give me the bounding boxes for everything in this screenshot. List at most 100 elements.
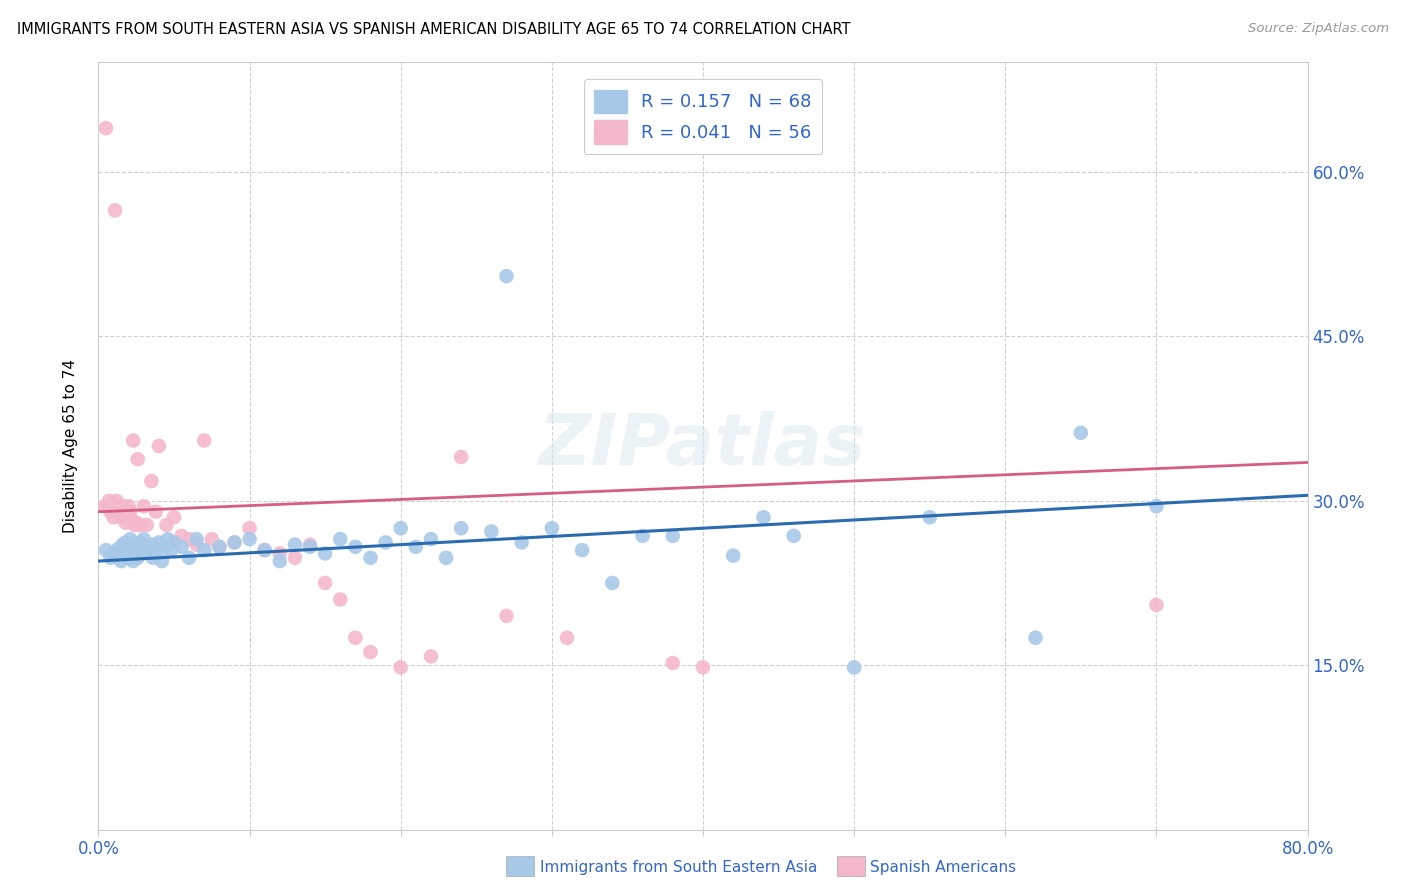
Point: [253, 543, 276, 558]
Point: [135, 517, 157, 532]
Point: [344, 631, 367, 645]
Point: [135, 540, 157, 554]
Point: [752, 510, 775, 524]
Point: [124, 517, 146, 532]
Point: [1144, 500, 1167, 514]
Point: [110, 554, 132, 568]
Point: [160, 543, 183, 558]
Point: [555, 631, 578, 645]
Point: [141, 474, 163, 488]
Point: [136, 546, 159, 560]
Point: [142, 550, 165, 565]
Point: [122, 554, 145, 568]
Text: IMMIGRANTS FROM SOUTH EASTERN ASIA VS SPANISH AMERICAN DISABILITY AGE 65 TO 74 C: IMMIGRANTS FROM SOUTH EASTERN ASIA VS SP…: [17, 22, 851, 37]
Point: [114, 516, 136, 530]
Point: [420, 649, 443, 664]
Point: [186, 532, 208, 546]
Point: [115, 510, 138, 524]
Point: [114, 535, 136, 549]
Point: [434, 550, 457, 565]
Point: [127, 550, 149, 565]
Point: [121, 540, 143, 554]
Point: [540, 521, 562, 535]
Point: [844, 660, 866, 674]
Point: [103, 510, 125, 524]
Point: [344, 540, 367, 554]
Y-axis label: Disability Age 65 to 74: Disability Age 65 to 74: [63, 359, 77, 533]
Point: [98, 493, 121, 508]
Point: [121, 514, 143, 528]
Point: [329, 532, 352, 546]
Point: [124, 546, 146, 560]
Point: [118, 550, 141, 565]
Point: [253, 543, 276, 558]
Point: [179, 550, 201, 565]
Point: [145, 543, 167, 558]
Point: [105, 493, 128, 508]
Point: [141, 538, 163, 552]
Point: [208, 540, 231, 554]
Point: [153, 540, 176, 554]
Text: Immigrants from South Eastern Asia: Immigrants from South Eastern Asia: [540, 860, 817, 874]
Point: [723, 549, 745, 563]
Point: [107, 505, 129, 519]
Legend: R = 0.157   N = 68, R = 0.041   N = 56: R = 0.157 N = 68, R = 0.041 N = 56: [583, 79, 823, 154]
Point: [125, 538, 148, 552]
Point: [420, 532, 443, 546]
Point: [284, 538, 307, 552]
Point: [100, 505, 122, 519]
Text: ZIPatlas: ZIPatlas: [540, 411, 866, 481]
Point: [179, 532, 201, 546]
Point: [193, 543, 215, 558]
Point: [120, 505, 142, 519]
Point: [224, 535, 246, 549]
Point: [128, 543, 150, 558]
Text: Spanish Americans: Spanish Americans: [870, 860, 1017, 874]
Point: [108, 500, 131, 514]
Point: [127, 452, 149, 467]
Point: [495, 269, 517, 284]
Point: [510, 535, 533, 549]
Point: [481, 524, 503, 539]
Point: [120, 532, 142, 546]
Point: [269, 554, 291, 568]
Point: [224, 535, 246, 549]
Point: [201, 532, 224, 546]
Point: [374, 535, 396, 549]
Point: [661, 529, 683, 543]
Point: [495, 608, 517, 623]
Point: [107, 541, 129, 556]
Point: [1070, 425, 1092, 440]
Point: [112, 540, 135, 554]
Point: [314, 546, 336, 560]
Point: [299, 540, 322, 554]
Point: [132, 500, 155, 514]
Point: [602, 576, 624, 591]
Point: [269, 546, 291, 560]
Point: [111, 505, 134, 519]
Point: [571, 543, 593, 558]
Point: [145, 505, 167, 519]
Point: [132, 532, 155, 546]
Point: [918, 510, 941, 524]
Point: [1144, 598, 1167, 612]
Point: [170, 540, 193, 554]
Point: [692, 660, 714, 674]
Point: [129, 517, 152, 532]
Point: [284, 550, 307, 565]
Point: [96, 500, 118, 514]
Point: [329, 592, 352, 607]
Point: [208, 540, 231, 554]
Point: [94, 121, 117, 136]
Point: [103, 546, 125, 560]
Point: [450, 521, 472, 535]
Point: [94, 543, 117, 558]
Point: [239, 521, 262, 535]
Point: [389, 660, 412, 674]
Point: [163, 510, 186, 524]
Point: [631, 529, 654, 543]
Point: [156, 532, 179, 546]
Point: [100, 550, 122, 565]
Point: [104, 203, 127, 218]
Point: [101, 500, 124, 514]
